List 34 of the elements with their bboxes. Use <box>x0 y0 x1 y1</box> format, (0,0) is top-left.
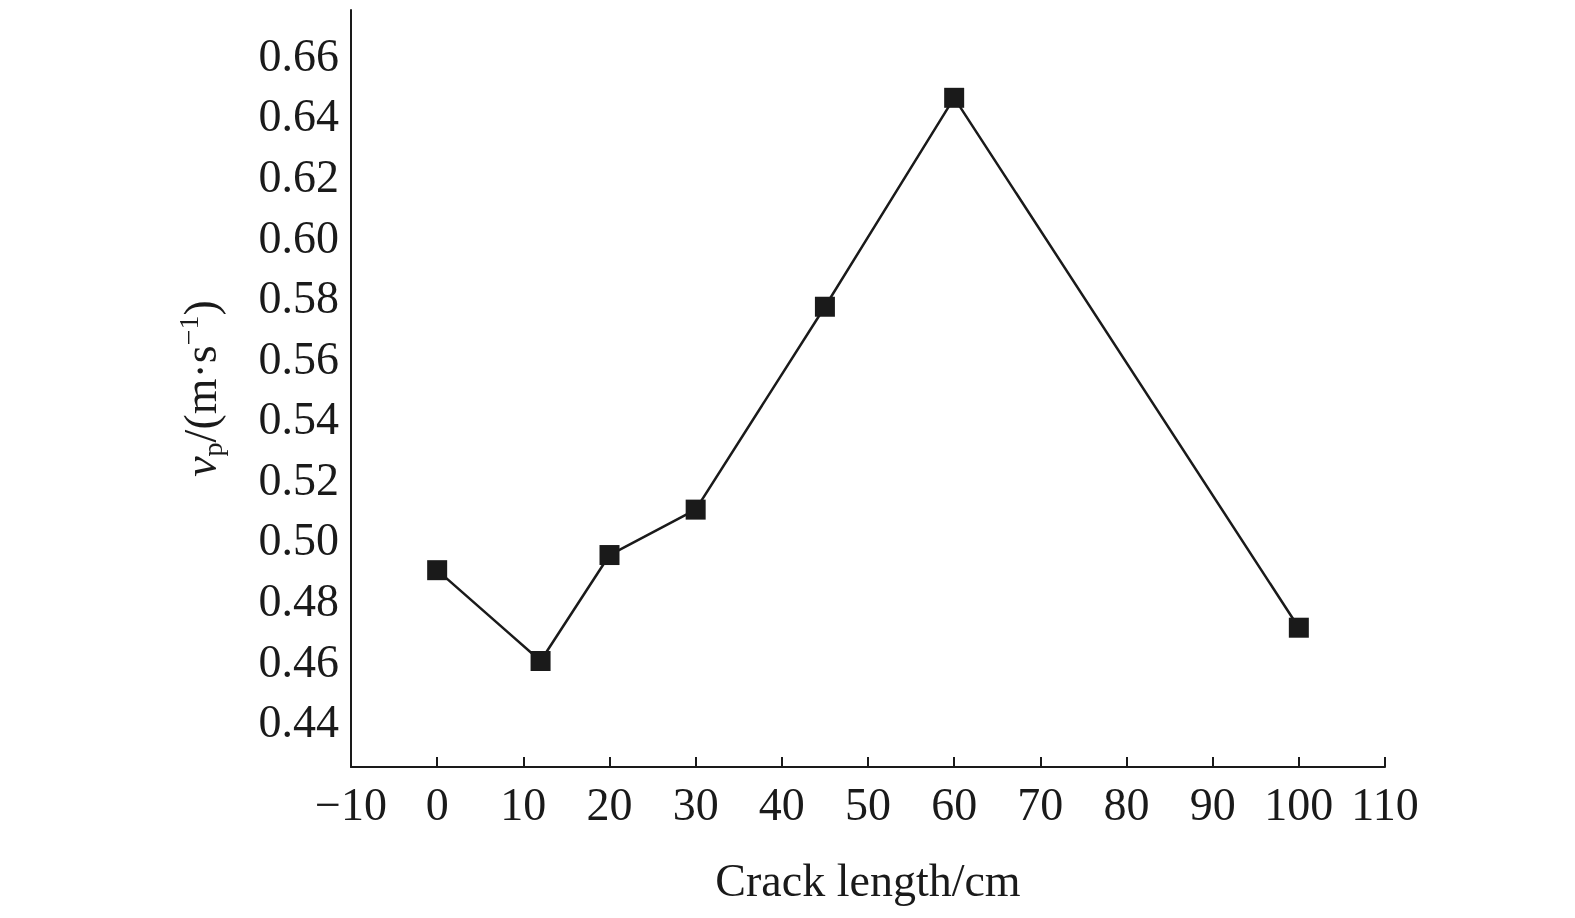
y-tick-label: 0.56 <box>258 332 339 384</box>
y-tick-label: 0.48 <box>258 574 339 626</box>
x-tick-label: 110 <box>1351 778 1419 830</box>
x-tick-label: 40 <box>758 778 805 830</box>
point <box>427 560 448 581</box>
y-tick-label: 0.52 <box>258 453 339 505</box>
y-tick-label: 0.54 <box>258 393 339 445</box>
point <box>685 499 706 520</box>
y-tick-label: 0.50 <box>258 514 339 566</box>
x-tick-label: 50 <box>845 778 891 830</box>
x-tick-label: 90 <box>1189 778 1236 830</box>
point <box>814 296 835 317</box>
y-tick-label: 0.60 <box>258 211 339 263</box>
x-tick-label: 30 <box>672 778 719 830</box>
y-tick-label: 0.62 <box>258 151 339 203</box>
x-tick-label: 60 <box>931 778 978 830</box>
y-tick-label: 0.58 <box>258 272 339 324</box>
x-tick-label: 70 <box>1017 778 1064 830</box>
point <box>1288 617 1309 638</box>
x-tick-label: 10 <box>500 778 547 830</box>
y-axis-title: vp/(m·s−1) <box>172 300 228 477</box>
y-tick-label: 0.46 <box>258 635 339 687</box>
point <box>599 545 620 566</box>
y-tick-label: 0.66 <box>258 29 339 81</box>
x-tick-label: 80 <box>1103 778 1150 830</box>
x-tick-label: 100 <box>1264 778 1334 830</box>
point <box>944 87 965 108</box>
x-tick-label: 0 <box>425 778 449 830</box>
x-tick-label: 20 <box>586 778 633 830</box>
y-tick-label: 0.64 <box>258 90 339 142</box>
x-tick-label: −10 <box>315 778 387 830</box>
y-tick-label: 0.44 <box>258 696 339 748</box>
x-axis-title: Crack length/cm <box>715 854 1021 906</box>
point <box>530 651 551 672</box>
